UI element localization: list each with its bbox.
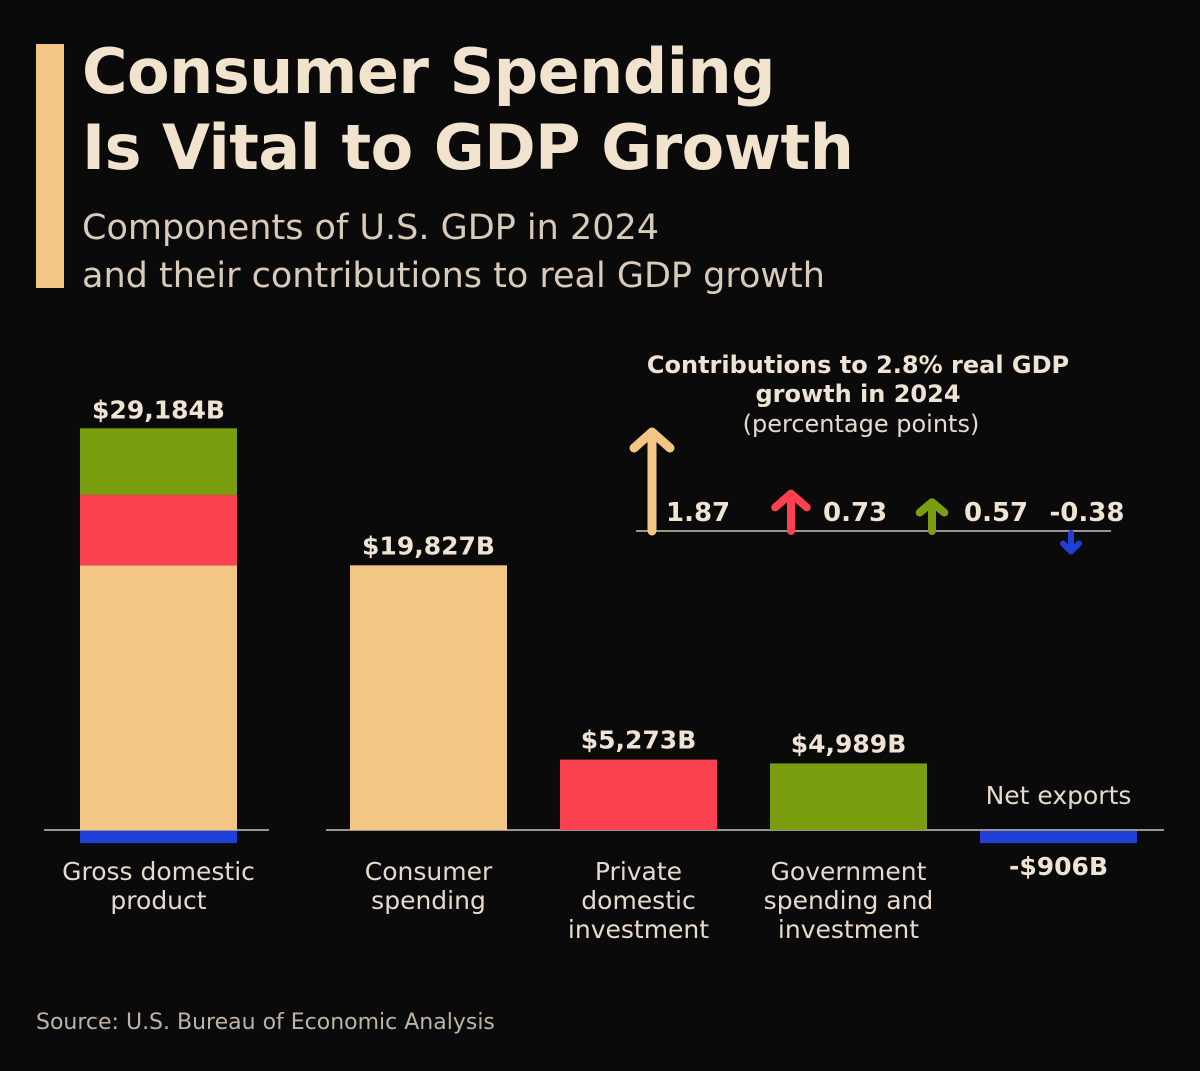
- title-accent-bar: [36, 44, 64, 288]
- category-label: Government: [771, 857, 927, 886]
- gdp-stack-segment: [80, 494, 237, 566]
- gdp-stack-segment: [80, 428, 237, 495]
- title-line-1: Consumer Spending: [82, 35, 775, 108]
- category-label: investment: [778, 915, 919, 944]
- category-label: spending: [371, 886, 486, 915]
- bar: [770, 763, 927, 830]
- down-arrow-icon: [1060, 530, 1082, 555]
- contributions-title: Contributions to 2.8% real GDP: [647, 351, 1069, 379]
- title-line-2: Is Vital to GDP Growth: [82, 111, 854, 184]
- category-label: Net exports: [986, 781, 1132, 810]
- contribution-value-label: 0.73: [823, 498, 887, 528]
- bar-value-label: $19,827B: [362, 531, 495, 560]
- contribution-value-label: 1.87: [666, 498, 730, 528]
- subtitle-line-1: Components of U.S. GDP in 2024: [82, 208, 660, 248]
- bar-value-label: -$906B: [1009, 852, 1108, 881]
- source-note: Source: U.S. Bureau of Economic Analysis: [36, 1010, 495, 1035]
- bar-value-label: $5,273B: [581, 726, 697, 755]
- category-label: product: [110, 886, 206, 915]
- category-label: Gross domestic: [62, 857, 255, 886]
- subtitle-line-2: and their contributions to real GDP grow…: [82, 256, 825, 296]
- contribution-value-label: 0.57: [964, 498, 1028, 528]
- bar-value-label: $4,989B: [791, 729, 907, 758]
- category-label: investment: [568, 915, 709, 944]
- bar: [560, 759, 717, 830]
- up-arrow-icon: [915, 498, 949, 535]
- up-arrow-icon: [771, 489, 811, 535]
- contributions-title: growth in 2024: [755, 380, 960, 408]
- category-label: Private: [595, 857, 682, 886]
- bar: [980, 831, 1137, 844]
- bar-value-label: $29,184B: [92, 395, 225, 424]
- category-label: Consumer: [365, 857, 493, 886]
- contributions-unit-label: (percentage points): [743, 410, 980, 438]
- category-label: domestic: [581, 886, 695, 915]
- page-title: Consumer Spending Is Vital to GDP Growth: [82, 34, 854, 186]
- gdp-stack-segment: [80, 565, 237, 830]
- subtitle: Components of U.S. GDP in 2024 and their…: [82, 204, 825, 300]
- bar: [350, 565, 507, 830]
- gdp-stack-segment: [80, 831, 237, 844]
- contribution-value-label: -0.38: [1050, 498, 1125, 528]
- category-label: spending and: [764, 886, 934, 915]
- up-arrow-icon: [629, 427, 675, 536]
